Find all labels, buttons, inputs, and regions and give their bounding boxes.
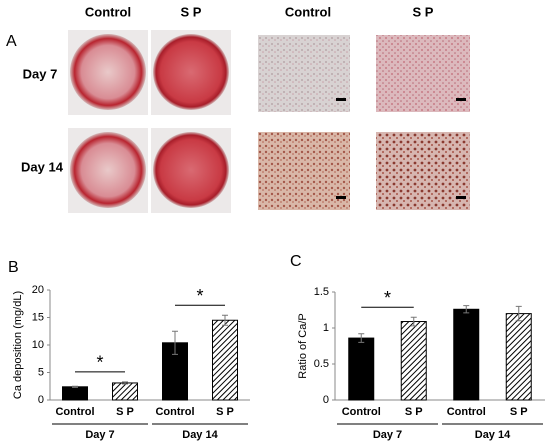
y-tick-label: 0.5 xyxy=(314,358,329,370)
error-bar xyxy=(222,314,228,326)
y-tick-label: 1 xyxy=(323,322,329,334)
error-bar xyxy=(72,385,78,388)
error-bar xyxy=(410,316,417,327)
y-tick-label: 0 xyxy=(38,394,44,406)
x-tick-label: S P xyxy=(405,406,423,418)
y-tick-label: 0 xyxy=(323,394,329,406)
group-label: Day 14 xyxy=(475,429,511,441)
column-label: S P xyxy=(181,4,202,19)
column-label: Control xyxy=(285,4,331,19)
error-bar xyxy=(358,333,365,343)
x-tick-label: S P xyxy=(216,406,234,418)
y-tick-label: 20 xyxy=(32,284,44,296)
bar xyxy=(62,386,88,401)
y-axis-title: Ratio of Ca/P xyxy=(297,313,309,378)
column-label: Control xyxy=(85,4,131,19)
error-bar xyxy=(172,330,178,355)
bar xyxy=(162,342,188,401)
x-tick-label: Control xyxy=(447,406,486,418)
bar xyxy=(400,321,427,401)
group-label: Day 7 xyxy=(373,429,402,441)
significance-mark: * xyxy=(196,286,203,306)
group-label: Day 14 xyxy=(182,429,218,441)
y-tick-label: 5 xyxy=(38,366,44,378)
x-tick-label: Control xyxy=(342,406,381,418)
bar xyxy=(212,319,238,401)
significance-mark: * xyxy=(96,353,103,373)
error-bar xyxy=(122,381,128,385)
x-tick-label: Control xyxy=(155,406,194,418)
error-bar xyxy=(463,305,470,314)
x-tick-label: S P xyxy=(116,406,134,418)
x-tick-label: Control xyxy=(55,406,94,418)
group-label: Day 7 xyxy=(85,429,114,441)
dish-photos xyxy=(68,30,231,213)
micrographs xyxy=(258,35,470,210)
bar xyxy=(112,382,138,401)
x-tick-label: S P xyxy=(510,406,528,418)
row-label: Day 14 xyxy=(21,159,64,174)
y-tick-label: 10 xyxy=(32,339,44,351)
error-bar xyxy=(515,305,522,322)
y-tick-label: 1.5 xyxy=(314,286,329,298)
row-label: Day 7 xyxy=(23,66,58,81)
bar xyxy=(453,308,480,401)
bar xyxy=(348,337,375,401)
bar xyxy=(505,313,532,401)
column-label: S P xyxy=(413,4,434,19)
panel-label: B xyxy=(8,259,19,276)
y-axis-title: Ca deposition (mg/dL) xyxy=(12,291,24,399)
y-tick-label: 15 xyxy=(32,311,44,323)
panel-label: C xyxy=(290,253,302,270)
significance-mark: * xyxy=(384,288,391,308)
panel-label: A xyxy=(6,33,17,50)
